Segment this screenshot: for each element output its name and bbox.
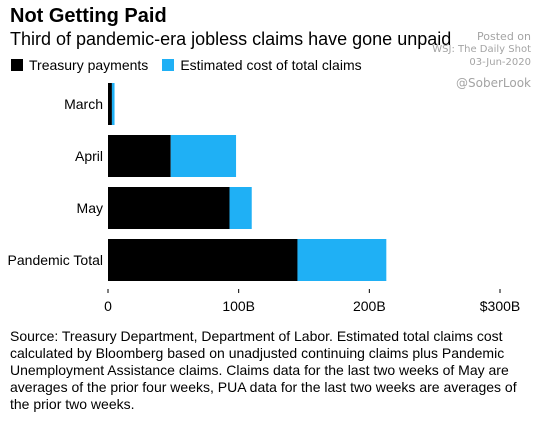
watermark-handle: @SoberLook [456,76,531,90]
bar-treasury-1 [108,135,171,177]
watermark-source: WSJ: The Daily Shot [432,44,531,55]
watermark-date: 03-Jun-2020 [469,57,531,68]
bar-treasury-2 [108,187,230,229]
bar-estimated-3 [297,239,387,281]
bar-estimated-2 [229,187,252,229]
category-label-2: May [77,200,103,216]
bar-treasury-0 [108,83,112,125]
legend-swatch-estimated [162,59,175,71]
legend-label-treasury: Treasury payments [29,57,149,73]
category-label-3: Pandemic Total [8,252,103,268]
watermark-posted: Posted on [477,30,531,43]
chart-subtitle: Third of pandemic-era jobless claims hav… [10,29,452,49]
source-note: Source: Treasury Department, Department … [10,328,517,412]
legend-item-estimated: Estimated cost of total claims [162,56,362,74]
legend-item-treasury: Treasury payments [11,56,148,74]
bar-chart: March April May Pandemic Total 0 100B 200B $300… [8,83,520,314]
x-tick-label-3: $300B [480,298,520,314]
bar-treasury-3 [108,239,298,281]
bar-estimated-0 [111,83,115,125]
watermark: Posted on WSJ: The Daily Shot 03-Jun-202… [432,30,531,90]
chart-legend: Treasury payments Estimated cost of tota… [11,56,376,74]
legend-swatch-treasury [11,59,23,71]
category-label-0: March [64,96,103,112]
x-tick-label-0: 0 [104,298,112,314]
x-tick-label-2: 200B [353,298,386,314]
category-label-1: April [75,148,103,164]
bar-estimated-1 [170,135,237,177]
chart-title: Not Getting Paid [10,5,167,27]
x-tick-label-1: 100B [222,298,255,314]
legend-label-estimated: Estimated cost of total claims [180,57,362,73]
